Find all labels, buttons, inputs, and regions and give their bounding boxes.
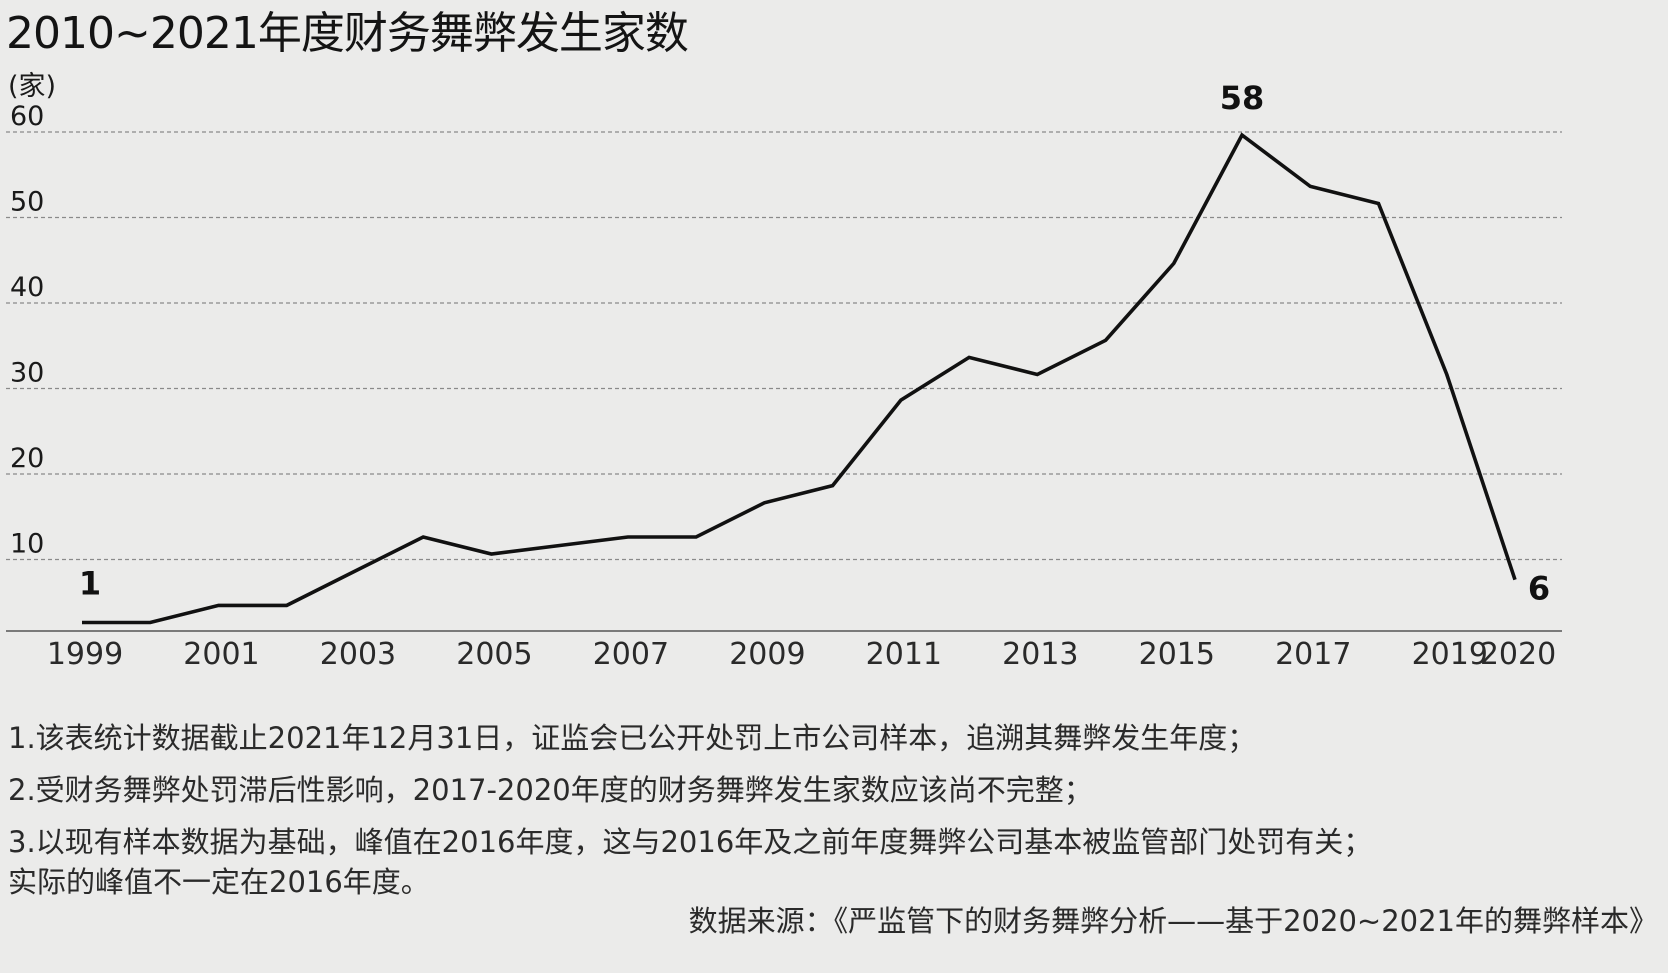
y-tick-label-50: 50 <box>10 187 44 218</box>
x-tick-label-2003: 2003 <box>320 637 396 672</box>
y-tick-label-20: 20 <box>10 443 44 474</box>
x-tick-label-2019: 2019 <box>1412 637 1488 672</box>
x-tick-label-2005: 2005 <box>456 637 532 672</box>
data-label-2020: 6 <box>1528 570 1550 608</box>
grid-lines <box>6 131 1562 561</box>
x-tick-labels: 1999 2001 2003 2005 2007 2009 2011 2013 2015 2017… <box>47 637 1556 672</box>
note-2: 2.受财务舞弊处罚滞后性影响，2017-2020年度的财务舞弊发生家数应该尚不完… <box>8 773 1093 807</box>
note-4: 实际的峰值不一定在2016年度。 <box>8 865 430 899</box>
data-source: 数据来源：《严监管下的财务舞弊分析——基于2020~2021年的舞弊样本》 <box>688 904 1658 938</box>
x-tick-label-2011: 2011 <box>866 637 942 672</box>
note-3: 3.以现有样本数据为基础，峰值在2016年度，这与2016年及之前年度舞弊公司基… <box>8 825 1373 859</box>
x-tick-label-2015: 2015 <box>1139 637 1215 672</box>
chart-title: 2010~2021年度财务舞弊发生家数 <box>6 8 689 59</box>
y-unit-label: (家) <box>8 71 56 102</box>
footnotes: 1.该表统计数据截止2021年12月31日，证监会已公开处罚上市公司样本，追溯其… <box>8 712 1372 908</box>
x-tick-label-2009: 2009 <box>729 637 805 672</box>
y-tick-label-40: 40 <box>10 272 44 303</box>
data-label-1999: 1 <box>79 564 101 602</box>
y-tick-label-30: 30 <box>10 358 44 389</box>
data-label-2016: 58 <box>1220 79 1265 117</box>
x-tick-label-2017: 2017 <box>1275 637 1351 672</box>
y-tick-label-10: 10 <box>10 529 44 560</box>
x-tick-label-2007: 2007 <box>593 637 669 672</box>
x-tick-label-2013: 2013 <box>1002 637 1078 672</box>
x-tick-label-2020: 2020 <box>1480 637 1556 672</box>
x-tick-label-1999: 1999 <box>47 637 123 672</box>
y-tick-label-60: 60 <box>10 101 44 132</box>
line-chart: (家) 10 20 30 40 50 60 1999 2001 2003 2005 2007 200… <box>6 71 1562 672</box>
x-tick-label-2001: 2001 <box>183 637 259 672</box>
series-line <box>82 132 1517 625</box>
y-tick-labels: 10 20 30 40 50 60 <box>10 101 44 560</box>
note-1: 1.该表统计数据截止2021年12月31日，证监会已公开处罚上市公司样本，追溯其… <box>8 721 1257 755</box>
